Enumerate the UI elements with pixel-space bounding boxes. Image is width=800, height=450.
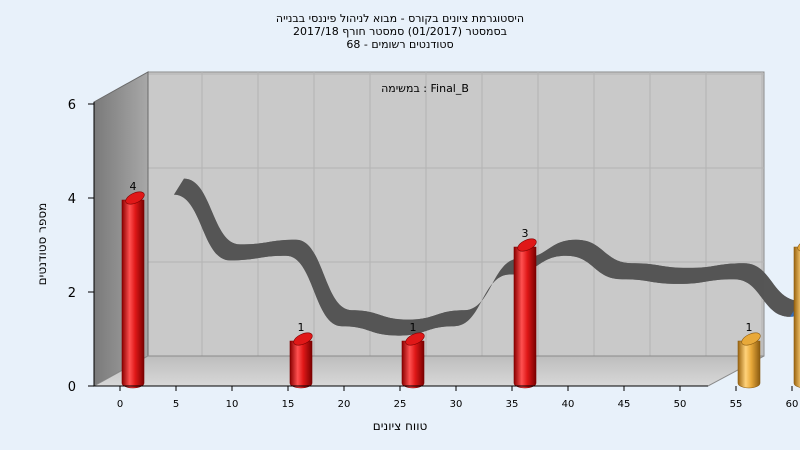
x-tick-label: 35: [506, 399, 519, 410]
floor: [92, 355, 765, 387]
bar-value-label: 1: [410, 321, 417, 334]
x-tick-label: 15: [282, 399, 295, 410]
x-tick-label: 45: [618, 399, 631, 410]
y-tick-label: 4: [68, 192, 76, 207]
bar-value-label: 1: [298, 321, 305, 334]
bar-top: [405, 332, 425, 346]
x-tick-label: 20: [338, 399, 351, 410]
bar-top: [797, 238, 800, 252]
histogram-bar: 3: [793, 238, 800, 388]
y-axis-label: מספר סטודנטים: [35, 203, 49, 286]
x-axis-ticks: 0510152025303540455055606570758085909510…: [117, 386, 799, 410]
y-axis-ticks: 0 2 4 6: [68, 98, 94, 395]
bar-body: [793, 246, 800, 388]
bar-top: [293, 332, 313, 346]
histogram-bar: 3: [513, 227, 537, 389]
x-tick-label: 60: [786, 399, 799, 410]
bar-value-label: 1: [746, 321, 753, 334]
bar-body: [289, 340, 313, 389]
bars: 411313231212: [121, 180, 800, 389]
chart-subtitle: במשימה : Final_B: [381, 82, 469, 95]
bar-body: [121, 199, 145, 389]
x-tick-label: 25: [394, 399, 407, 410]
bar-value-label: 4: [130, 180, 137, 193]
bar-body: [737, 340, 761, 389]
y-tick-label: 0: [68, 380, 76, 395]
x-tick-label: 10: [226, 399, 239, 410]
bar-top: [125, 191, 145, 205]
x-axis-label: טווח ציונים: [373, 419, 428, 433]
chart-title-line-1: היסטוגרמת ציונים בקורס - מבוא לניהול פינ…: [275, 12, 525, 25]
y-tick-label: 6: [68, 98, 76, 113]
x-tick-label: 40: [562, 399, 575, 410]
histogram-bar: 4: [121, 180, 145, 389]
x-tick-label: 0: [117, 399, 123, 410]
x-tick-label: 55: [730, 399, 743, 410]
bar-body: [513, 246, 537, 389]
x-tick-label: 5: [173, 399, 179, 410]
bar-top: [741, 332, 761, 346]
x-tick-label: 30: [450, 399, 463, 410]
histogram-bar: 1: [401, 321, 425, 389]
bar-value-label: 3: [522, 227, 529, 240]
histogram-bar: 1: [289, 321, 313, 389]
trend-ribbon-front: [174, 178, 800, 336]
chart-title-line-3: סטודנטים רשומים - 68: [346, 38, 454, 51]
bar-top: [517, 238, 537, 252]
chart-title-line-2: בסמסטר (01/2017) סמסטר חורף 2017/18: [293, 25, 507, 38]
y-tick-label: 2: [68, 286, 76, 301]
x-tick-label: 50: [674, 399, 687, 410]
histogram-bar: 1: [737, 321, 761, 389]
bar-body: [401, 340, 425, 389]
